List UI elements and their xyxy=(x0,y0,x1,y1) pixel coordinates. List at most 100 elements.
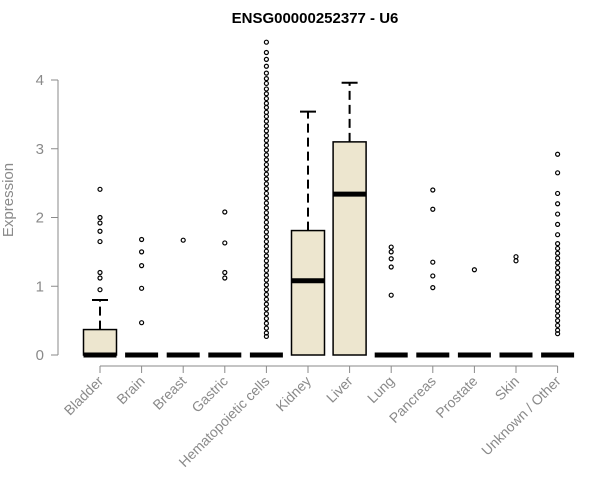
outlier-point xyxy=(263,176,269,182)
box-breast xyxy=(166,237,200,358)
y-tick-label: 1 xyxy=(36,278,44,295)
outlier-point xyxy=(263,104,269,111)
outlier-point xyxy=(263,128,269,134)
outlier-point xyxy=(263,56,269,62)
outlier-point xyxy=(263,263,269,269)
outlier-point xyxy=(263,171,269,177)
outlier-point xyxy=(263,70,269,76)
outlier-point xyxy=(263,152,269,158)
outlier-point xyxy=(388,249,394,255)
outlier-point xyxy=(263,80,269,87)
outlier-point xyxy=(139,320,145,326)
outlier-point xyxy=(263,210,269,216)
box-pancreas xyxy=(416,187,450,358)
chart-title: ENSG00000252377 - U6 xyxy=(232,10,399,27)
outlier-point xyxy=(554,298,561,304)
box-skin xyxy=(499,254,533,358)
x-tick-label: Liver xyxy=(323,373,356,406)
outlier-point xyxy=(263,234,269,240)
outlier-point xyxy=(139,263,145,269)
x-tick-label: Kidney xyxy=(273,373,315,415)
outlier-point xyxy=(554,151,561,157)
outlier-point xyxy=(554,322,561,329)
outlier-point xyxy=(263,142,269,148)
outlier-point xyxy=(263,76,269,82)
outlier-point xyxy=(263,190,269,197)
outlier-point xyxy=(388,292,394,298)
outlier-point xyxy=(554,170,561,176)
outlier-point xyxy=(263,287,269,293)
outlier-point xyxy=(263,258,269,264)
outlier-point xyxy=(263,91,269,97)
outlier-point xyxy=(554,255,561,261)
outlier-point xyxy=(263,301,269,307)
box-hematopoietic-cells xyxy=(249,39,283,358)
box-body xyxy=(290,229,326,356)
outlier-point xyxy=(554,308,561,314)
outlier-point xyxy=(97,228,103,234)
outlier-point xyxy=(263,311,269,317)
x-tick-label: Brain xyxy=(113,373,147,407)
outlier-point xyxy=(554,331,561,337)
outlier-point xyxy=(263,181,269,187)
outlier-point xyxy=(263,238,269,245)
box-bladder xyxy=(82,186,118,358)
outlier-point xyxy=(430,206,436,212)
outlier-point xyxy=(554,190,561,197)
outlier-point xyxy=(263,296,269,302)
box-liver xyxy=(332,81,367,356)
outlier-point xyxy=(263,277,269,283)
box-body xyxy=(82,328,118,356)
outlier-point xyxy=(554,293,561,300)
outlier-point xyxy=(263,248,269,254)
outlier-point xyxy=(97,275,103,281)
outlier-point xyxy=(263,282,269,288)
outlier-point xyxy=(263,166,269,172)
outlier-point xyxy=(554,274,561,280)
outlier-point xyxy=(263,243,269,249)
outlier-point xyxy=(263,205,269,211)
outlier-point xyxy=(263,272,269,278)
outlier-point xyxy=(263,320,269,326)
outlier-point xyxy=(554,201,561,207)
outlier-point xyxy=(554,221,561,227)
outlier-point xyxy=(263,229,269,235)
outlier-point xyxy=(263,137,269,144)
outlier-point xyxy=(263,315,269,322)
y-tick-label: 3 xyxy=(36,141,44,158)
outlier-point xyxy=(263,306,269,312)
outlier-point xyxy=(554,303,561,309)
outlier-point xyxy=(263,39,269,45)
outlier-point xyxy=(263,63,269,69)
y-tick-label: 4 xyxy=(36,72,44,89)
outlier-point xyxy=(139,249,145,255)
x-tick-label: Lung xyxy=(364,373,397,406)
outlier-point xyxy=(97,238,103,245)
outlier-point xyxy=(554,250,561,256)
outlier-point xyxy=(554,232,561,238)
box-brain xyxy=(125,236,159,358)
outlier-point xyxy=(263,133,269,139)
outlier-point xyxy=(97,220,103,226)
x-tick-label: Unknown / Other xyxy=(478,373,564,459)
outlier-point xyxy=(471,267,477,273)
box-prostate xyxy=(457,267,491,358)
outlier-point xyxy=(513,258,519,264)
outlier-point xyxy=(430,187,436,193)
outlier-point xyxy=(263,267,269,274)
outlier-point xyxy=(263,95,269,102)
outlier-point xyxy=(263,86,269,92)
outlier-point xyxy=(430,259,436,265)
outlier-point xyxy=(554,241,561,247)
outlier-point xyxy=(554,245,561,252)
box-series xyxy=(82,39,575,358)
outlier-point xyxy=(263,109,269,115)
outlier-point xyxy=(554,260,561,266)
outlier-point xyxy=(180,237,186,243)
y-axis-label: Expression xyxy=(0,163,17,237)
box-lung xyxy=(374,244,408,358)
outlier-point xyxy=(554,265,561,271)
outlier-point xyxy=(513,254,519,260)
outlier-point xyxy=(263,214,269,221)
